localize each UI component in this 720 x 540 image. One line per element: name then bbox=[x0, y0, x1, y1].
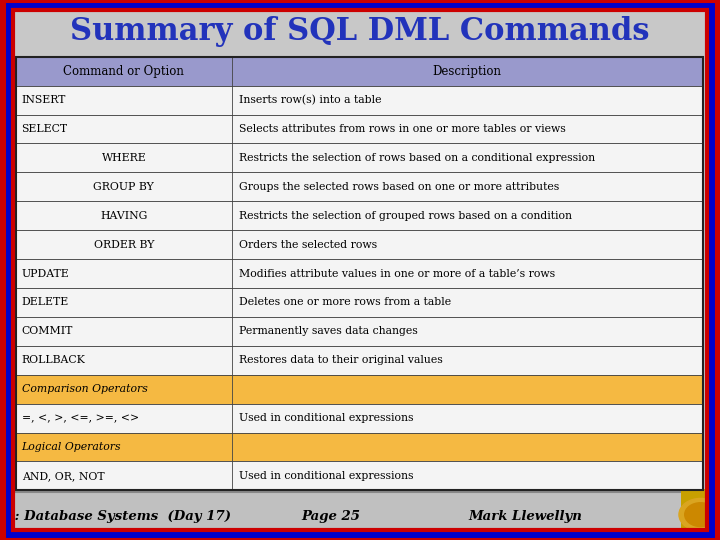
Text: Used in conditional expressions: Used in conditional expressions bbox=[239, 471, 413, 481]
Bar bbox=[16, 461, 703, 490]
Text: Restricts the selection of grouped rows based on a condition: Restricts the selection of grouped rows … bbox=[239, 211, 572, 221]
Circle shape bbox=[685, 503, 716, 526]
Bar bbox=[16, 433, 703, 461]
Bar bbox=[16, 144, 703, 172]
Bar bbox=[16, 201, 703, 230]
Bar bbox=[16, 230, 703, 259]
Text: Selects attributes from rows in one or more tables or views: Selects attributes from rows in one or m… bbox=[239, 124, 566, 134]
Text: Inserts row(s) into a table: Inserts row(s) into a table bbox=[239, 95, 382, 105]
Text: INSERT: INSERT bbox=[22, 95, 66, 105]
Text: UPDATE: UPDATE bbox=[22, 268, 69, 279]
Text: Used in conditional expressions: Used in conditional expressions bbox=[239, 413, 413, 423]
Text: Comparison Operators: Comparison Operators bbox=[22, 384, 148, 394]
Bar bbox=[16, 346, 703, 375]
Text: Modifies attribute values in one or more of a table’s rows: Modifies attribute values in one or more… bbox=[239, 268, 555, 279]
Text: GROUP BY: GROUP BY bbox=[94, 182, 154, 192]
Bar bbox=[16, 375, 703, 403]
Bar bbox=[16, 288, 703, 317]
Bar bbox=[681, 489, 720, 540]
Text: WHERE: WHERE bbox=[102, 153, 146, 163]
Text: Restores data to their original values: Restores data to their original values bbox=[239, 355, 443, 365]
Text: Deletes one or more rows from a table: Deletes one or more rows from a table bbox=[239, 298, 451, 307]
Text: AND, OR, NOT: AND, OR, NOT bbox=[22, 471, 104, 481]
Text: Orders the selected rows: Orders the selected rows bbox=[239, 240, 377, 249]
Bar bbox=[16, 114, 703, 144]
Text: DELETE: DELETE bbox=[22, 298, 69, 307]
Text: Summary of SQL DML Commands: Summary of SQL DML Commands bbox=[71, 16, 649, 47]
Bar bbox=[0, 492, 681, 540]
Text: Groups the selected rows based on one or more attributes: Groups the selected rows based on one or… bbox=[239, 182, 559, 192]
Text: SELECT: SELECT bbox=[22, 124, 68, 134]
Bar bbox=[16, 172, 703, 201]
Bar bbox=[16, 57, 703, 490]
Bar bbox=[16, 403, 703, 433]
Text: COMMIT: COMMIT bbox=[22, 326, 73, 336]
Text: Page 25: Page 25 bbox=[302, 510, 361, 523]
Text: Permanently saves data changes: Permanently saves data changes bbox=[239, 326, 418, 336]
Text: Mark Llewellyn: Mark Llewellyn bbox=[469, 510, 582, 523]
Text: =, <, >, <=, >=, <>: =, <, >, <=, >=, <> bbox=[22, 413, 139, 423]
Bar bbox=[16, 317, 703, 346]
Text: ROLLBACK: ROLLBACK bbox=[22, 355, 86, 365]
Text: HAVING: HAVING bbox=[100, 211, 148, 221]
Text: Description: Description bbox=[433, 65, 502, 78]
Text: COP 4710: Database Systems  (Day 17): COP 4710: Database Systems (Day 17) bbox=[0, 510, 231, 523]
Text: ORDER BY: ORDER BY bbox=[94, 240, 154, 249]
Text: Command or Option: Command or Option bbox=[63, 65, 184, 78]
Text: Logical Operators: Logical Operators bbox=[22, 442, 121, 452]
Bar bbox=[16, 86, 703, 114]
Text: Restricts the selection of rows based on a conditional expression: Restricts the selection of rows based on… bbox=[239, 153, 595, 163]
Bar bbox=[16, 259, 703, 288]
Bar bbox=[16, 57, 703, 86]
Circle shape bbox=[679, 498, 720, 531]
